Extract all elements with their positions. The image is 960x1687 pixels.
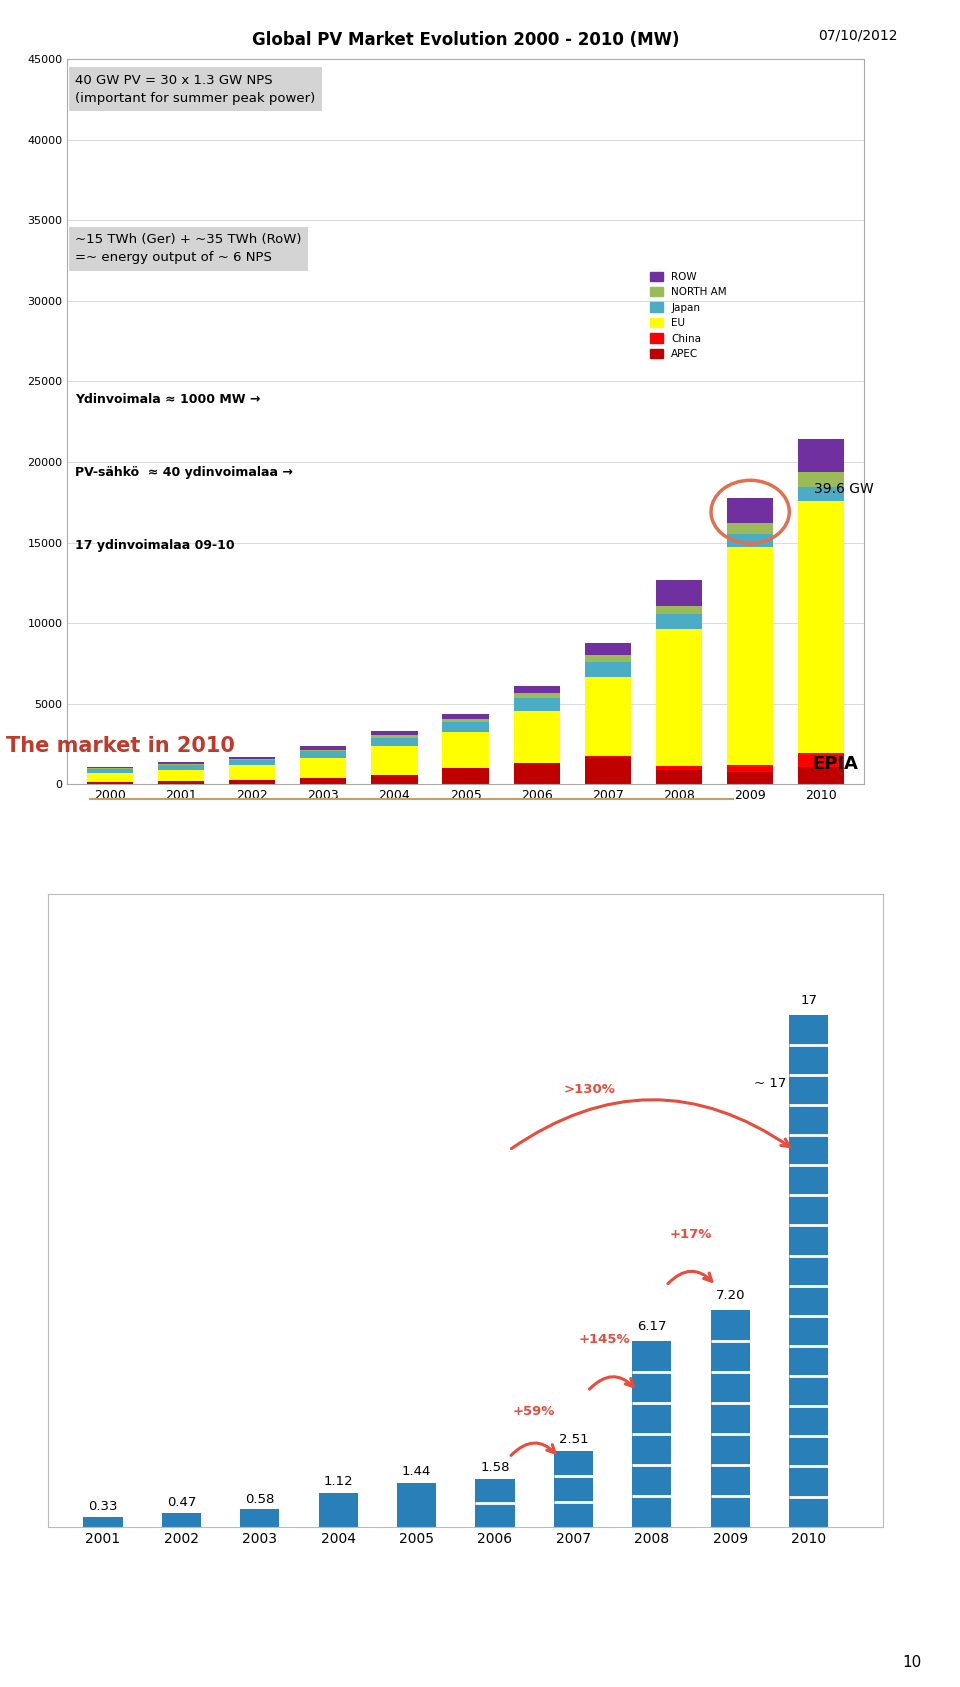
FancyArrowPatch shape (589, 1377, 634, 1388)
Bar (656, 629, 702, 766)
Legend: ROW, NORTH AM, Japan, EU, China, APEC: ROW, NORTH AM, Japan, EU, China, APEC (646, 267, 731, 363)
Bar (443, 719, 489, 722)
Bar (789, 1014, 828, 1527)
Bar (727, 498, 774, 523)
Text: 17: 17 (801, 994, 817, 1007)
Bar (727, 766, 774, 771)
Bar (372, 774, 418, 784)
Bar (475, 1479, 515, 1527)
Text: 7.20: 7.20 (715, 1289, 745, 1302)
Bar (727, 548, 774, 766)
Bar (86, 769, 133, 773)
Text: 0.58: 0.58 (245, 1493, 275, 1505)
Bar (798, 766, 845, 784)
Bar (514, 698, 560, 710)
Bar (514, 693, 560, 698)
Text: 1.44: 1.44 (402, 1464, 431, 1478)
Bar (727, 771, 774, 784)
FancyArrowPatch shape (668, 1272, 712, 1284)
Text: 2.51: 2.51 (559, 1432, 588, 1446)
Text: 1.12: 1.12 (324, 1474, 353, 1488)
Bar (86, 773, 133, 783)
Bar (656, 580, 702, 606)
Bar (300, 759, 347, 778)
Text: 07/10/2012: 07/10/2012 (818, 29, 898, 42)
Bar (372, 736, 418, 737)
Bar (240, 1510, 279, 1527)
Bar (443, 722, 489, 732)
Bar (633, 1341, 671, 1527)
Bar (710, 1309, 750, 1527)
Bar (229, 761, 276, 766)
Text: The market in 2010: The market in 2010 (6, 736, 235, 756)
Bar (798, 752, 845, 766)
Bar (161, 1513, 201, 1527)
Bar (372, 730, 418, 736)
Bar (585, 676, 631, 756)
Bar (300, 778, 347, 784)
Text: 17 ydinvoimalaa 09-10: 17 ydinvoimalaa 09-10 (75, 538, 235, 552)
Bar (798, 486, 845, 501)
Text: 0.33: 0.33 (88, 1500, 118, 1513)
Bar (514, 710, 560, 763)
Bar (585, 656, 631, 663)
Bar (585, 643, 631, 656)
Text: 6.17: 6.17 (637, 1321, 666, 1333)
Bar (86, 783, 133, 784)
FancyArrowPatch shape (511, 1442, 555, 1456)
Text: 39.6 GW: 39.6 GW (814, 482, 874, 496)
Bar (443, 768, 489, 784)
Text: +59%: +59% (513, 1405, 556, 1419)
Bar (443, 714, 489, 719)
Text: ~ 17: ~ 17 (754, 1076, 786, 1090)
Bar (157, 766, 204, 769)
Bar (319, 1493, 358, 1527)
Text: Ydinvoimala ≈ 1000 MW →: Ydinvoimala ≈ 1000 MW → (75, 393, 260, 407)
Title: Global PV Market Evolution 2000 - 2010 (MW): Global PV Market Evolution 2000 - 2010 (… (252, 30, 680, 49)
Bar (656, 606, 702, 614)
Bar (372, 737, 418, 746)
Text: 10: 10 (902, 1655, 922, 1670)
Bar (585, 757, 631, 784)
Bar (229, 766, 276, 779)
Text: PV-sähkö  ≈ 40 ydinvoimalaa →: PV-sähkö ≈ 40 ydinvoimalaa → (75, 466, 293, 479)
Text: 40 GW PV = 30 x 1.3 GW NPS
(important for summer peak power): 40 GW PV = 30 x 1.3 GW NPS (important fo… (75, 74, 316, 105)
Text: EPIA: EPIA (812, 756, 858, 773)
Bar (157, 769, 204, 781)
Bar (84, 1517, 123, 1527)
Bar (798, 501, 845, 752)
Bar (372, 746, 418, 774)
Bar (656, 766, 702, 771)
Bar (157, 781, 204, 784)
Bar (229, 779, 276, 784)
Bar (656, 614, 702, 629)
Bar (157, 763, 204, 764)
Bar (229, 757, 276, 759)
Bar (727, 533, 774, 548)
Bar (554, 1451, 593, 1527)
Text: +145%: +145% (579, 1333, 631, 1346)
Text: +17%: +17% (670, 1228, 712, 1240)
Text: 1.58: 1.58 (480, 1461, 510, 1474)
Bar (798, 472, 845, 486)
Bar (727, 523, 774, 533)
Text: ~15 TWh (Ger) + ~35 TWh (RoW)
=~ energy output of ~ 6 NPS: ~15 TWh (Ger) + ~35 TWh (RoW) =~ energy … (75, 233, 301, 265)
Bar (514, 687, 560, 693)
Bar (443, 732, 489, 768)
Bar (798, 439, 845, 472)
Bar (300, 749, 347, 751)
Text: 0.47: 0.47 (167, 1496, 196, 1508)
Bar (656, 771, 702, 784)
Bar (397, 1483, 436, 1527)
FancyArrowPatch shape (512, 1100, 789, 1149)
Bar (300, 746, 347, 749)
Bar (514, 764, 560, 784)
Bar (300, 751, 347, 759)
Bar (585, 663, 631, 676)
Text: >130%: >130% (564, 1083, 615, 1097)
